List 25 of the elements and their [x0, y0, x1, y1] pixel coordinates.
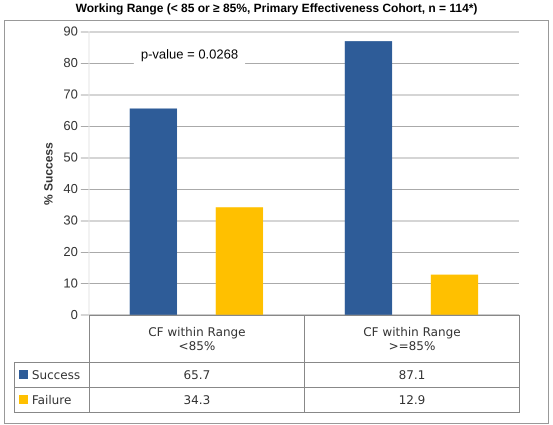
y-tick-label: 60 — [63, 118, 78, 133]
bar — [130, 108, 178, 315]
legend-label: Success — [30, 368, 80, 382]
y-tick-label: 20 — [63, 244, 78, 259]
y-tick-label: 0 — [70, 306, 78, 322]
bar — [430, 274, 478, 315]
data-label: 34.3 — [88, 387, 305, 414]
bar — [216, 207, 264, 315]
data-label: 87.1 — [304, 362, 520, 388]
annotation: p-value = 0.0268 — [140, 46, 238, 62]
y-tick-label: 10 — [63, 275, 78, 290]
y-tick-label: 70 — [63, 86, 78, 102]
y-tick-label: 90 — [63, 24, 78, 39]
chart-title: Working Range (< 85 or ≥ 85%, Primary Effectiveness Cohort, n = 114*) — [74, 0, 478, 16]
y-tick-label: 50 — [63, 149, 78, 164]
data-label: 12.9 — [304, 387, 520, 414]
y-tick-label: 80 — [63, 55, 78, 70]
x-tick-label: CF within Range <85% — [88, 315, 305, 364]
x-tick-label: CF within Range >=85% — [304, 315, 520, 364]
y-axis-title: % Success — [42, 142, 56, 205]
legend-label: Failure — [30, 393, 72, 408]
data-label: 65.7 — [88, 362, 305, 388]
y-tick-label: 30 — [63, 212, 78, 228]
y-tick-label: 40 — [63, 180, 78, 196]
bar — [344, 41, 392, 315]
